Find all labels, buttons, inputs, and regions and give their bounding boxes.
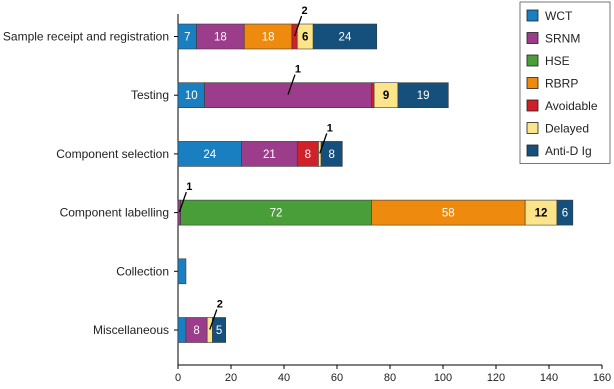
legend-label: WCT bbox=[545, 9, 573, 23]
bar-value-label: 9 bbox=[383, 90, 389, 102]
callout-label: 2 bbox=[302, 5, 308, 17]
x-tick-label: 40 bbox=[278, 372, 290, 384]
callout-label: 2 bbox=[217, 299, 223, 311]
bar-segment-delayed bbox=[206, 317, 213, 343]
callout-leader-line bbox=[319, 133, 328, 154]
x-tick-label: 100 bbox=[434, 372, 452, 384]
bar-segment-anti-d-ig bbox=[397, 82, 449, 108]
x-tick-label: 80 bbox=[384, 372, 396, 384]
legend-label: SRNM bbox=[545, 32, 580, 46]
callout-leader-line bbox=[293, 15, 303, 37]
bar-segment-srnm bbox=[241, 141, 298, 167]
callout-leader-line bbox=[287, 74, 296, 95]
category-label: Collection bbox=[116, 264, 169, 278]
bar-segment-anti-d-ig bbox=[312, 23, 378, 50]
bar-segment-anti-d-ig bbox=[212, 317, 226, 343]
legend-label: RBRP bbox=[545, 77, 578, 91]
legend-label: Anti-D Ig bbox=[545, 144, 592, 158]
bar-value-label: 8 bbox=[328, 149, 334, 161]
legend-label: Delayed bbox=[545, 122, 589, 136]
bar-segment-srnm bbox=[196, 23, 245, 50]
bar-value-label: 6 bbox=[562, 208, 568, 220]
legend-swatch-srnm bbox=[526, 32, 539, 44]
bar-value-label: 8 bbox=[305, 149, 311, 161]
legend-swatch-anti-d-ig bbox=[526, 144, 539, 157]
bar-segment-hse bbox=[180, 199, 372, 226]
x-tick-label: 120 bbox=[487, 372, 505, 384]
bar-segment-avoidable bbox=[291, 23, 298, 50]
legend-swatch-hse bbox=[526, 54, 539, 67]
bar-value-label: 18 bbox=[262, 32, 275, 44]
bar-value-label: 24 bbox=[203, 149, 216, 161]
legend-swatch-delayed bbox=[526, 122, 539, 134]
legend-swatch-rbrp bbox=[526, 77, 539, 89]
bar-value-label: 18 bbox=[214, 32, 227, 44]
bar-segment-wct bbox=[177, 141, 242, 167]
category-label: Component labelling bbox=[60, 206, 169, 220]
callout-label: 1 bbox=[295, 64, 301, 76]
bar-value-label: 6 bbox=[302, 32, 308, 44]
bar-value-label: 72 bbox=[270, 208, 283, 220]
category-label: Testing bbox=[131, 88, 169, 102]
category-label: Miscellaneous bbox=[93, 323, 169, 337]
bar-value-label: 21 bbox=[263, 149, 276, 161]
bar-segment-anti-d-ig bbox=[320, 141, 343, 167]
bar-segment-avoidable bbox=[371, 82, 375, 108]
bar-segment-wct bbox=[177, 317, 187, 343]
callout-label: 1 bbox=[186, 181, 192, 193]
category-label: Sample receipt and registration bbox=[3, 30, 169, 44]
category-label: Component selection bbox=[56, 147, 169, 161]
bar-segment-srnm bbox=[177, 199, 181, 226]
bar-segment-anti-d-ig bbox=[556, 199, 574, 226]
x-tick-label: 140 bbox=[540, 372, 558, 384]
callout-leader-line bbox=[178, 191, 187, 213]
callout-leader-line bbox=[209, 309, 218, 330]
callout-label: 1 bbox=[327, 122, 333, 134]
bar-value-label: 58 bbox=[442, 208, 455, 220]
x-tick-label: 0 bbox=[175, 372, 181, 384]
legend-label: Avoidable bbox=[545, 99, 598, 113]
bar-value-label: 7 bbox=[184, 32, 190, 44]
legend-swatch-wct bbox=[526, 9, 539, 22]
x-tick-label: 60 bbox=[331, 372, 343, 384]
x-tick-label: 160 bbox=[593, 372, 611, 384]
bar-value-label: 10 bbox=[185, 90, 198, 102]
legend-swatch-avoidable bbox=[526, 99, 539, 112]
bar-segment-wct bbox=[177, 258, 187, 285]
bar-segment-delayed bbox=[318, 141, 322, 167]
bar-value-label: 5 bbox=[216, 325, 222, 337]
bar-segment-wct bbox=[177, 82, 205, 108]
bar-value-label: 8 bbox=[193, 325, 199, 337]
x-tick-label: 20 bbox=[225, 372, 237, 384]
bar-value-label: 24 bbox=[339, 32, 352, 44]
bar-value-label: 19 bbox=[417, 90, 430, 102]
bar-value-label: 12 bbox=[535, 208, 548, 220]
legend-label: HSE bbox=[545, 54, 570, 68]
bar-segment-srnm bbox=[204, 82, 372, 108]
